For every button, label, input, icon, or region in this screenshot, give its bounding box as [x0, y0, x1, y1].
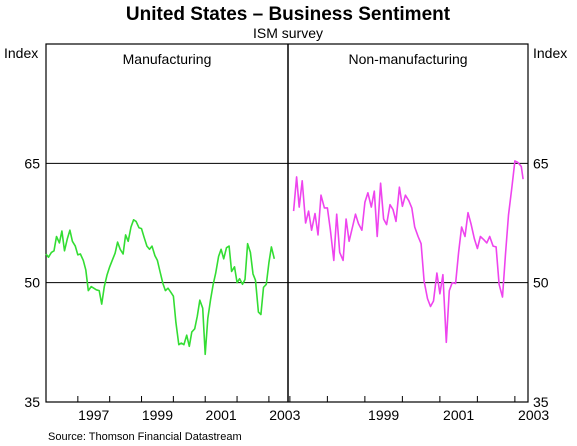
- x-tick-label-manufacturing-2001: 2001: [206, 407, 237, 423]
- chart-subtitle: ISM survey: [253, 25, 323, 41]
- source-note: Source: Thomson Financial Datastream: [48, 431, 242, 443]
- y-tick-left-35: 35: [24, 394, 40, 410]
- y-tick-left-65: 65: [24, 155, 40, 171]
- plot-frame: [45, 43, 529, 403]
- y-tick-right-35: 35: [533, 394, 549, 410]
- left-axis-unit: Index: [4, 45, 38, 61]
- y-tick-left-50: 50: [24, 275, 40, 291]
- x-tick-label-manufacturing-1999: 1999: [142, 407, 173, 423]
- x-tick-label-manufacturing-2003: 2003: [269, 407, 300, 423]
- plot-area: 35 35 50 50 65 65 Manufacturing 1997 1999 2001 200…: [24, 43, 549, 423]
- series-line-manufacturing: [45, 219, 276, 356]
- y-tick-right-50: 50: [533, 275, 549, 291]
- panel-title-non-manufacturing: Non-manufacturing: [348, 51, 467, 67]
- x-tick-label-manufacturing-1997: 1997: [78, 407, 109, 423]
- y-tick-right-65: 65: [533, 155, 549, 171]
- right-axis-unit: Index: [533, 45, 567, 61]
- x-tick-label-non-manufacturing-2003: 2003: [518, 407, 549, 423]
- x-tick-label-non-manufacturing-1999: 1999: [368, 407, 399, 423]
- panel-title-manufacturing: Manufacturing: [123, 51, 212, 67]
- chart-title: United States – Business Sentiment: [126, 4, 451, 25]
- series-line-non-manufacturing: [292, 160, 524, 344]
- x-tick-label-non-manufacturing-2001: 2001: [443, 407, 474, 423]
